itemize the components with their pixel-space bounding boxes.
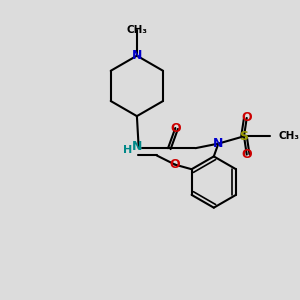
Text: S: S bbox=[239, 130, 248, 143]
Text: N: N bbox=[132, 140, 142, 153]
Text: H: H bbox=[123, 145, 132, 155]
Text: CH₃: CH₃ bbox=[126, 25, 147, 35]
Text: O: O bbox=[242, 112, 252, 124]
Text: CH₃: CH₃ bbox=[279, 131, 300, 141]
Text: N: N bbox=[132, 49, 142, 62]
Text: O: O bbox=[170, 122, 181, 134]
Text: N: N bbox=[213, 137, 224, 150]
Text: O: O bbox=[242, 148, 252, 161]
Text: O: O bbox=[170, 158, 180, 171]
